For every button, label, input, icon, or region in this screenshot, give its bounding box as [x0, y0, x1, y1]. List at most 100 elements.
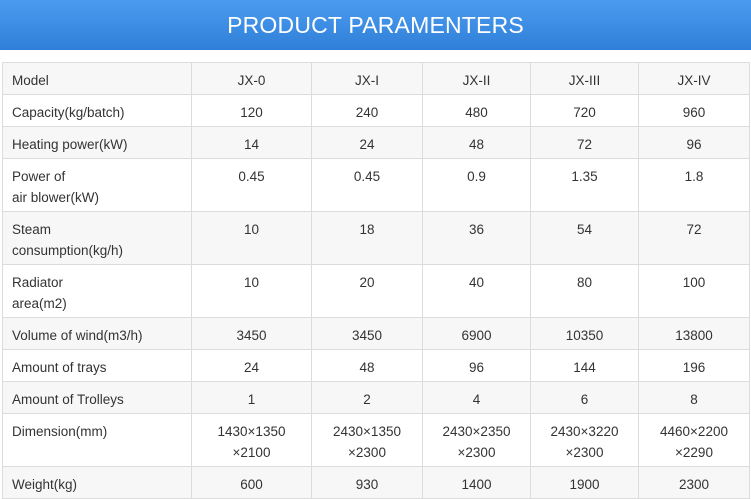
- row-label: Amount of trays: [2, 349, 192, 382]
- value-cell: 720: [530, 94, 639, 127]
- cell-line: 4460×2200: [660, 424, 728, 439]
- table-row: Capacity(kg/batch) 120 240 480 720 960: [2, 94, 750, 127]
- cell-line: Capacity(kg/batch): [12, 105, 125, 120]
- cell-line: 1430×1350: [217, 424, 286, 439]
- value-cell: 1430×1350 ×2100: [191, 413, 312, 467]
- value-cell: 930: [311, 466, 423, 499]
- cell-line: 3450: [236, 328, 267, 343]
- cell-line: 480: [465, 105, 488, 120]
- cell-line: 24: [359, 137, 375, 152]
- cell-line: 0.45: [238, 169, 265, 184]
- column-header: JX-0: [191, 62, 312, 95]
- value-cell: 6: [530, 381, 639, 414]
- row-label: Dimension(mm): [2, 413, 192, 467]
- value-cell: 2430×1350 ×2300: [311, 413, 423, 467]
- cell-line: 13800: [675, 328, 713, 343]
- value-cell: 10: [191, 264, 312, 318]
- table-row: Dimension(mm) 1430×1350 ×2100 2430×1350 ×230…: [2, 413, 750, 467]
- cell-line: 6900: [461, 328, 492, 343]
- table-row: Amount of Trolleys 1 2 4 6 8: [2, 381, 750, 414]
- cell-line: 54: [576, 222, 593, 237]
- value-cell: 54: [530, 211, 639, 265]
- table-row: Heating power(kW) 14 24 48 72 96: [2, 126, 750, 159]
- cell-line: Radiator: [12, 275, 64, 290]
- cell-line: 1: [247, 392, 256, 407]
- row-label: Steam consumption(kg/h): [2, 211, 192, 265]
- value-cell: 20: [311, 264, 423, 318]
- value-cell: 4460×2200 ×2290: [638, 413, 750, 467]
- cell-line: air blower(kW): [12, 190, 100, 205]
- value-cell: 0.45: [311, 158, 423, 212]
- cell-line: 2300: [678, 477, 710, 492]
- value-cell: 1.8: [638, 158, 750, 212]
- value-cell: 18: [311, 211, 423, 265]
- value-cell: 600: [191, 466, 312, 499]
- value-cell: 10: [191, 211, 312, 265]
- cell-line: Amount of Trolleys: [12, 392, 124, 407]
- cell-line: 40: [468, 275, 485, 290]
- cell-line: 6: [580, 392, 589, 407]
- value-cell: 2430×2350 ×2300: [422, 413, 531, 467]
- value-cell: 1.35: [530, 158, 639, 212]
- value-cell: 72: [530, 126, 639, 159]
- cell-line: 4: [472, 392, 481, 407]
- row-label: Amount of Trolleys: [2, 381, 192, 414]
- cell-line: ×2300: [457, 445, 496, 460]
- cell-line: 72: [576, 137, 593, 152]
- row-label: Weight(kg): [2, 466, 192, 499]
- cell-line: ×2100: [232, 445, 271, 460]
- value-cell: 24: [311, 126, 423, 159]
- cell-line: 1900: [569, 477, 600, 492]
- value-cell: 1: [191, 381, 312, 414]
- header-title: PRODUCT PARAMENTERS: [227, 11, 524, 38]
- cell-line: 1.35: [571, 169, 598, 184]
- row-label: Heating power(kW): [2, 126, 192, 159]
- value-cell: 1900: [530, 466, 639, 499]
- column-header: JX-I: [311, 62, 423, 95]
- cell-line: 10: [243, 275, 260, 290]
- param-table: Model JX-0 JX-I JX-II JX-III JX-IV Capacity(kg…: [2, 62, 750, 499]
- value-cell: 3450: [311, 317, 423, 350]
- cell-line: 14: [243, 137, 260, 152]
- value-cell: 72: [638, 211, 750, 265]
- value-cell: 6900: [422, 317, 531, 350]
- value-cell: 0.9: [422, 158, 531, 212]
- value-cell: 2430×3220 ×2300: [530, 413, 639, 467]
- column-header: JX-III: [530, 62, 639, 95]
- row-label: Radiator area(m2): [2, 264, 192, 318]
- cell-line: ×2290: [675, 445, 713, 460]
- cell-line: 3450: [351, 328, 383, 343]
- value-cell: 960: [638, 94, 750, 127]
- cell-line: 144: [573, 360, 596, 375]
- cell-line: 10350: [565, 328, 604, 343]
- row-label: Volume of wind(m3/h): [2, 317, 192, 350]
- cell-line: 240: [355, 105, 379, 120]
- cell-line: 8: [690, 392, 698, 407]
- value-cell: 36: [422, 211, 531, 265]
- cell-line: 196: [682, 360, 706, 375]
- table-row: Amount of trays 24 48 96 144 196: [2, 349, 750, 382]
- cell-line: 48: [359, 360, 375, 375]
- value-cell: 48: [311, 349, 423, 382]
- value-cell: 144: [530, 349, 639, 382]
- cell-line: 2430×2350: [442, 424, 511, 439]
- cell-line: area(m2): [12, 296, 67, 311]
- cell-line: 24: [243, 360, 260, 375]
- table-row: Weight(kg) 600 930 1400 1900 2300: [2, 466, 750, 499]
- header-row: Model JX-0 JX-I JX-II JX-III JX-IV: [2, 62, 750, 95]
- cell-line: 960: [682, 105, 706, 120]
- table-row: Power of air blower(kW) 0.45 0.45 0.9 1.35 1.8: [2, 158, 750, 212]
- cell-line: ×2300: [565, 445, 604, 460]
- value-cell: 100: [638, 264, 750, 318]
- value-cell: 2: [311, 381, 423, 414]
- cell-line: Volume of wind(m3/h): [12, 328, 143, 343]
- cell-line: 100: [682, 275, 706, 290]
- cell-line: Dimension(mm): [12, 424, 108, 439]
- cell-line: 20: [359, 275, 375, 290]
- value-cell: 2300: [638, 466, 750, 499]
- cell-line: 0.9: [467, 169, 486, 184]
- header-bar: PRODUCT PARAMENTERS: [0, 0, 751, 50]
- cell-line: 72: [686, 222, 702, 237]
- table-row: Steam consumption(kg/h) 10 18 36 54 72: [2, 211, 750, 265]
- cell-line: Power of: [12, 169, 66, 184]
